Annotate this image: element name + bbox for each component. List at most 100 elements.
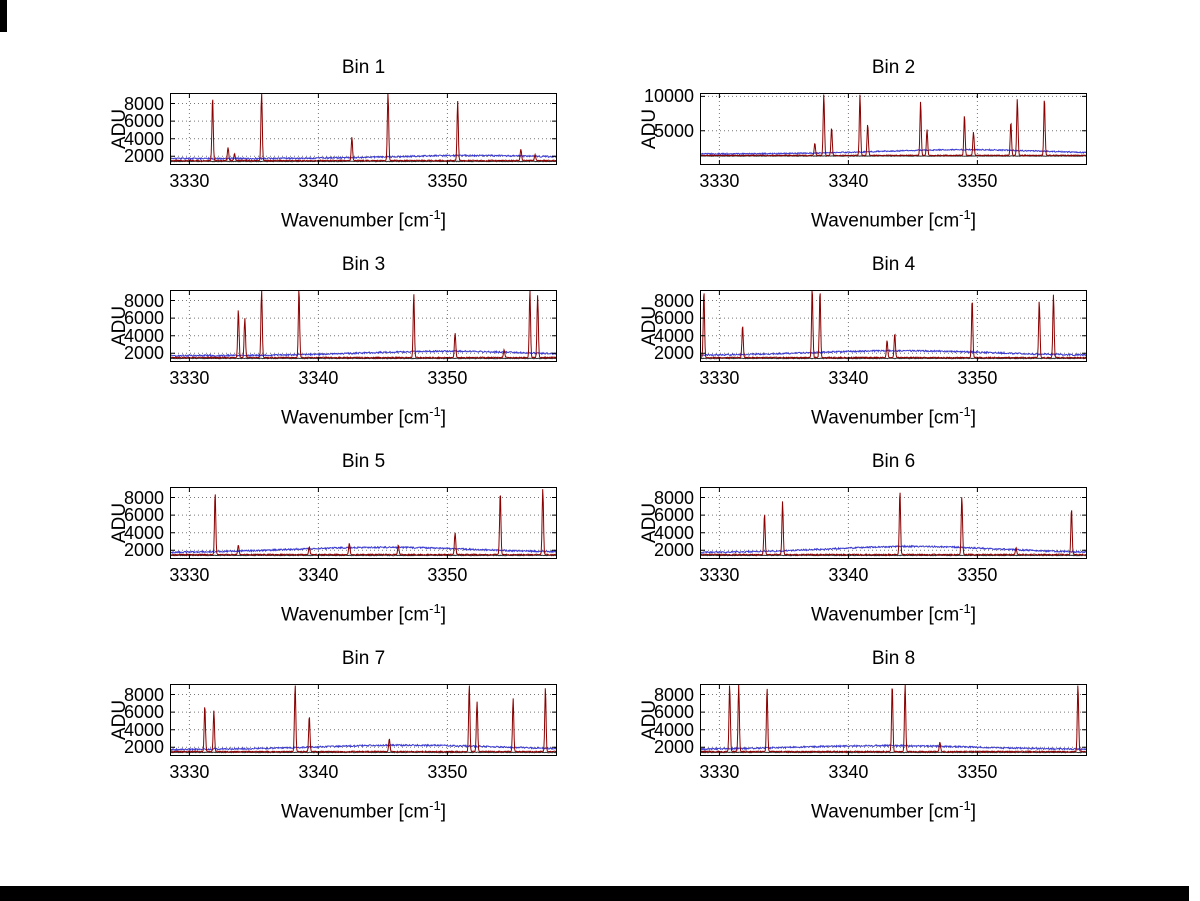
subplot-bin-5: Bin 5 ADU Wavenumber [cm-1] 2000 4000 6000… — [96, 444, 596, 636]
y-grid-lines — [700, 300, 1087, 354]
y-grid-lines — [700, 497, 1087, 551]
axis-box — [170, 290, 557, 362]
lower-baseline-trace — [699, 357, 1087, 360]
x-grid-lines — [188, 487, 448, 559]
x-tick-label: 3340 — [828, 368, 869, 388]
y-tick-label: 6000 — [123, 505, 164, 526]
x-tick-label: 3340 — [298, 171, 339, 191]
x-tick-label: 3340 — [298, 762, 339, 782]
y-tick-label: 4000 — [653, 719, 694, 740]
plot-area — [169, 487, 558, 559]
x-grid-lines — [718, 487, 978, 559]
axis-tick-marks — [170, 487, 557, 559]
x-axis-label: Wavenumber [cm-1] — [810, 798, 976, 823]
axis-box — [700, 290, 1087, 362]
x-grid-lines — [188, 684, 448, 756]
y-tick-label: 8000 — [123, 487, 164, 508]
y-tick-label: 6000 — [123, 111, 164, 132]
screen-edge-artifact-bottom — [0, 886, 1189, 901]
axis-tick-marks — [170, 290, 557, 362]
x-tick-label: 3330 — [699, 368, 740, 388]
x-tick-label: 3350 — [427, 762, 468, 782]
x-tick-label: 3350 — [957, 565, 998, 585]
y-grid-lines — [170, 694, 557, 748]
x-axis-label: Wavenumber [cm-1] — [280, 207, 446, 232]
y-tick-label: 8000 — [653, 290, 694, 311]
x-tick-label: 3340 — [828, 762, 869, 782]
x-axis-label: Wavenumber [cm-1] — [810, 404, 976, 429]
x-tick-label: 3350 — [427, 565, 468, 585]
y-tick-label: 4000 — [123, 128, 164, 149]
plot-canvas — [169, 487, 558, 559]
axis-tick-marks — [700, 684, 1087, 756]
y-tick-label: 8000 — [123, 93, 164, 114]
x-tick-label: 3350 — [957, 762, 998, 782]
y-tick-label: 6000 — [653, 308, 694, 329]
axis-box — [170, 684, 557, 756]
x-axis-label: Wavenumber [cm-1] — [810, 207, 976, 232]
upper-baseline-trace — [169, 153, 558, 161]
plot-area — [699, 683, 1088, 756]
x-tick-label: 3340 — [828, 171, 869, 191]
x-tick-label: 3330 — [699, 171, 740, 191]
subplot-bin-1: Bin 1 ADU Wavenumber [cm-1] 2000 4000 6000… — [96, 50, 596, 242]
x-tick-label: 3330 — [169, 762, 210, 782]
chart-title: Bin 6 — [871, 451, 916, 472]
plot-area — [169, 92, 558, 165]
x-grid-lines — [188, 93, 448, 165]
y-grid-lines — [170, 300, 557, 354]
axis-box — [700, 93, 1087, 165]
subplot-bin-2: Bin 2 ADU Wavenumber [cm-1] 5000 10000 333… — [626, 50, 1126, 242]
axis-box — [170, 93, 557, 165]
subplot-bin-3: Bin 3 ADU Wavenumber [cm-1] 2000 4000 6000… — [96, 247, 596, 439]
subplot-bin-4: Bin 4 ADU Wavenumber [cm-1] 2000 4000 6000… — [626, 247, 1126, 439]
axis-tick-marks — [170, 684, 557, 756]
plot-area — [699, 487, 1088, 559]
plot-area — [699, 93, 1088, 165]
plot-canvas — [699, 487, 1088, 559]
y-tick-label: 2000 — [123, 540, 164, 561]
spectrum-peaks-trace — [699, 94, 1088, 157]
subplot-bin-7: Bin 7 ADU Wavenumber [cm-1] 2000 4000 6000… — [96, 641, 596, 833]
y-tick-label: 4000 — [653, 325, 694, 346]
spectrum-peaks-trace — [169, 92, 558, 163]
chart-title: Bin 3 — [341, 254, 386, 275]
y-tick-label: 10000 — [643, 86, 694, 107]
y-tick-label: 8000 — [653, 487, 694, 508]
plot-canvas — [169, 684, 558, 756]
x-tick-label: 3350 — [957, 368, 998, 388]
x-tick-label: 3340 — [298, 565, 339, 585]
chart-title: Bin 4 — [871, 254, 916, 275]
axis-box — [700, 684, 1087, 756]
x-tick-label: 3330 — [169, 565, 210, 585]
spectrum-peaks-trace — [169, 685, 558, 754]
x-tick-label: 3340 — [828, 565, 869, 585]
x-grid-lines — [718, 93, 978, 165]
x-tick-label: 3330 — [169, 368, 210, 388]
axis-tick-marks — [700, 487, 1087, 559]
axis-tick-marks — [170, 93, 557, 165]
y-tick-label: 8000 — [123, 290, 164, 311]
y-tick-label: 8000 — [653, 684, 694, 705]
axis-tick-marks — [700, 290, 1087, 362]
chart-title: Bin 2 — [871, 57, 916, 78]
lower-baseline-trace — [699, 751, 1088, 754]
plot-canvas — [169, 92, 558, 165]
axis-box — [700, 487, 1087, 559]
subplot-bin-6: Bin 6 ADU Wavenumber [cm-1] 2000 4000 6000… — [626, 444, 1126, 636]
x-tick-label: 3330 — [169, 171, 210, 191]
x-grid-lines — [718, 684, 978, 756]
spectrum-peaks-trace — [699, 492, 1088, 557]
upper-baseline-trace — [169, 743, 558, 752]
y-tick-label: 2000 — [123, 343, 164, 364]
plot-area — [169, 290, 558, 362]
upper-baseline-trace — [699, 148, 1088, 156]
plot-canvas — [169, 290, 558, 362]
y-tick-label: 5000 — [653, 120, 694, 141]
plot-area — [699, 290, 1088, 362]
x-tick-label: 3350 — [427, 171, 468, 191]
x-tick-label: 3350 — [957, 171, 998, 191]
x-axis-label: Wavenumber [cm-1] — [810, 601, 976, 626]
y-tick-label: 2000 — [123, 737, 164, 758]
upper-baseline-trace — [169, 349, 558, 358]
